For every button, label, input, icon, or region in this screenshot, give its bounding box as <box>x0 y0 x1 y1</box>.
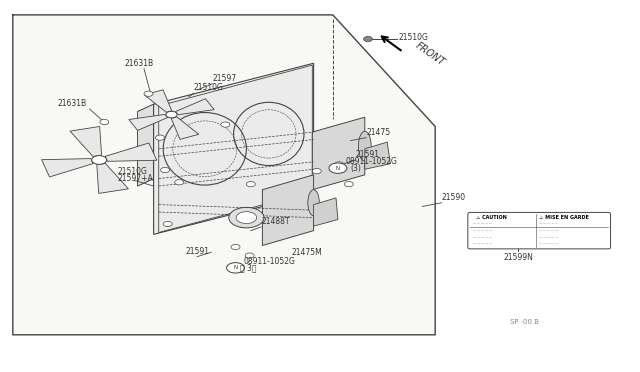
Polygon shape <box>13 15 435 335</box>
Circle shape <box>335 162 344 167</box>
Text: 08911-1052G: 08911-1052G <box>243 257 295 266</box>
Text: 21510G: 21510G <box>398 33 428 42</box>
Text: N: N <box>336 166 340 171</box>
Text: 21510G: 21510G <box>117 167 147 176</box>
Text: 21590: 21590 <box>442 193 466 202</box>
Polygon shape <box>314 198 338 226</box>
Polygon shape <box>129 115 168 131</box>
Circle shape <box>156 135 164 140</box>
Text: — — — — —: — — — — — <box>473 241 492 245</box>
Text: 21597+A: 21597+A <box>117 174 153 183</box>
Text: 08911-1052G: 08911-1052G <box>346 157 397 166</box>
Circle shape <box>364 36 372 42</box>
Text: — — — — —: — — — — — <box>540 221 558 225</box>
Text: FRONT: FRONT <box>413 41 446 68</box>
Text: — — — — —: — — — — — <box>473 228 492 232</box>
Circle shape <box>245 253 254 258</box>
Circle shape <box>227 263 244 273</box>
Circle shape <box>312 169 321 174</box>
Ellipse shape <box>308 190 319 216</box>
Circle shape <box>246 182 255 187</box>
Circle shape <box>175 180 184 185</box>
Polygon shape <box>154 63 314 234</box>
Text: 21475M: 21475M <box>291 248 322 257</box>
Polygon shape <box>105 143 157 161</box>
Polygon shape <box>70 126 102 157</box>
Polygon shape <box>312 117 365 190</box>
Text: ⚠ CAUTION: ⚠ CAUTION <box>476 215 506 220</box>
Text: 21510G: 21510G <box>193 83 223 92</box>
Text: 〈 3〉: 〈 3〉 <box>240 264 257 273</box>
Circle shape <box>161 167 170 173</box>
Circle shape <box>100 119 109 125</box>
Text: — — — — —: — — — — — <box>540 241 558 245</box>
Text: — — — — —: — — — — — <box>540 235 558 239</box>
Circle shape <box>231 244 240 250</box>
Circle shape <box>344 182 353 187</box>
Text: SP ·00 B: SP ·00 B <box>510 320 540 326</box>
Text: — — — — —: — — — — — <box>540 228 558 232</box>
Polygon shape <box>262 175 314 246</box>
Text: — — — — —: — — — — — <box>473 221 492 225</box>
Text: 21599N: 21599N <box>504 253 533 262</box>
Ellipse shape <box>236 212 257 224</box>
Polygon shape <box>365 142 390 169</box>
Text: 21597: 21597 <box>212 74 237 83</box>
Polygon shape <box>42 158 93 177</box>
Circle shape <box>221 122 230 127</box>
Text: (3): (3) <box>351 164 362 173</box>
Ellipse shape <box>229 208 264 228</box>
Polygon shape <box>172 117 199 140</box>
Polygon shape <box>138 104 154 186</box>
Text: ⚠ MISE EN GARDE: ⚠ MISE EN GARDE <box>540 215 589 220</box>
Text: 21488T: 21488T <box>261 217 290 226</box>
Polygon shape <box>144 90 172 112</box>
Text: — — — — —: — — — — — <box>473 235 492 239</box>
Text: 21591: 21591 <box>186 247 210 256</box>
Text: 21591: 21591 <box>356 150 380 159</box>
Text: 21631B: 21631B <box>125 59 154 68</box>
Text: N: N <box>234 265 237 270</box>
Ellipse shape <box>358 131 371 161</box>
Circle shape <box>144 91 153 96</box>
Polygon shape <box>138 104 154 186</box>
Circle shape <box>163 221 172 227</box>
FancyBboxPatch shape <box>468 212 611 249</box>
Circle shape <box>166 111 177 118</box>
Polygon shape <box>97 163 129 193</box>
Circle shape <box>329 163 347 173</box>
Polygon shape <box>175 99 214 115</box>
Circle shape <box>92 155 107 164</box>
Text: 21475: 21475 <box>366 128 390 137</box>
Text: 21631B: 21631B <box>58 99 87 108</box>
